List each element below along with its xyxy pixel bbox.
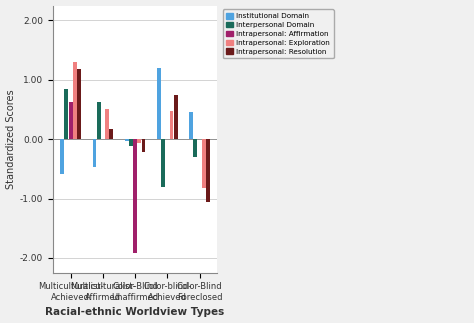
- Bar: [97, 102, 100, 139]
- Bar: [129, 139, 133, 146]
- Legend: Institutional Domain, Interpersonal Domain, Intrapersonal: Affirmation, Intraper: Institutional Domain, Interpersonal Doma…: [223, 9, 334, 58]
- Bar: [157, 68, 161, 139]
- Bar: [142, 139, 146, 152]
- Bar: [189, 112, 193, 139]
- Bar: [170, 111, 173, 139]
- Y-axis label: Standardized Scores: Standardized Scores: [6, 89, 16, 189]
- Bar: [137, 139, 141, 143]
- Bar: [202, 139, 206, 188]
- Bar: [105, 109, 109, 139]
- Bar: [92, 139, 96, 167]
- Bar: [109, 129, 113, 139]
- Bar: [125, 139, 128, 141]
- Bar: [193, 139, 197, 157]
- X-axis label: Racial-ethnic Worldview Types: Racial-ethnic Worldview Types: [46, 307, 225, 318]
- Bar: [60, 139, 64, 173]
- Bar: [206, 139, 210, 202]
- Bar: [161, 139, 165, 187]
- Bar: [73, 62, 77, 139]
- Bar: [69, 102, 73, 139]
- Bar: [77, 69, 81, 139]
- Bar: [64, 89, 68, 139]
- Bar: [133, 139, 137, 253]
- Bar: [174, 95, 178, 139]
